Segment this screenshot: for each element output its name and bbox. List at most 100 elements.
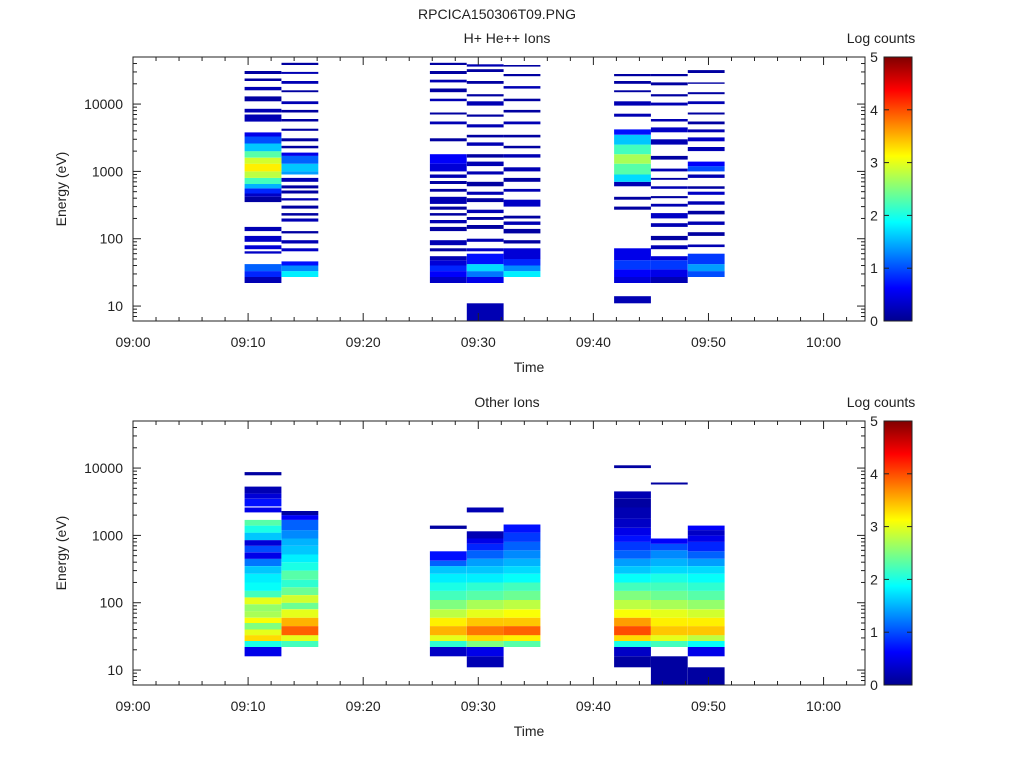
heatmap-cell [244,617,282,623]
heatmap-cell [687,609,725,618]
colorbar-label: Log counts [847,394,916,410]
heatmap-cell [650,609,688,618]
heatmap-cell [281,205,319,209]
heatmap-cell [466,171,504,175]
heatmap-cell [281,265,319,272]
heatmap-cell [429,617,467,627]
heatmap-cell [281,218,319,222]
y-tick-label: 10 [107,298,123,314]
heatmap-cell [614,541,651,551]
heatmap-cell [503,541,541,551]
heatmap-cell [687,82,725,84]
heatmap-cell [650,641,688,647]
heatmap-cell [687,573,725,583]
heatmap-cell [614,558,651,566]
heatmap-cell [429,181,467,184]
heatmap-cell [650,213,688,219]
heatmap-cell [244,472,282,476]
heatmap-cell [650,573,688,583]
heatmap-cell [281,190,319,194]
heatmap-cell [614,647,651,657]
heatmap-cell [503,65,541,67]
heatmap-cell [429,174,467,178]
heatmap-cell [244,540,282,546]
heatmap-cell [650,186,688,189]
heatmap-cell [650,196,688,199]
heatmap-cell [650,155,688,160]
heatmap-cell [687,635,725,641]
heatmap-cell [614,550,651,559]
heatmap-cell [687,626,725,636]
heatmap-cell [244,171,282,178]
heatmap-cell [281,81,319,84]
heatmap-cell [429,196,467,204]
heatmap-cell [281,609,319,618]
heatmap-cell [687,641,725,647]
heatmap-cell [281,231,319,234]
y-tick-label: 10 [107,662,123,678]
heatmap-cell [244,86,282,91]
heatmap-cell [466,271,504,277]
colorbar-label: Log counts [847,30,916,46]
heatmap-cell [281,163,319,172]
colorbar: 0 1 2 3 4 5 Log counts [847,30,916,329]
heatmap-cell [650,102,688,106]
heatmap-cell [650,127,688,133]
heatmap-cell [503,566,541,574]
heatmap-cell [687,186,725,189]
heatmap-cell [429,551,467,561]
plot-frame [132,420,866,686]
heatmap-cell [244,235,282,242]
heatmap-cell [466,142,504,146]
heatmap-cell [281,261,319,266]
heatmap-cell [429,112,467,115]
heatmap-cell [687,201,725,205]
heatmap-cell [614,590,651,600]
heatmap-cell [281,595,319,603]
y-tick-label: 10000 [84,460,123,476]
heatmap-cell [614,174,651,182]
x-tick-label: 09:00 [115,698,150,714]
x-tick-label: 09:30 [461,698,496,714]
heatmap-cell [614,609,651,618]
heatmap-cell [429,138,467,142]
heatmap-cell [244,114,282,122]
heatmap-cell [429,121,467,125]
heatmap-cell [466,656,504,668]
colorbar-tick-label: 3 [870,519,878,535]
heatmap-cell [614,163,651,175]
heatmap-cell [614,527,651,536]
heatmap-cell [281,271,319,277]
x-tick-label: 09:50 [691,698,726,714]
heatmap-cell [429,260,467,266]
heatmap-cell [466,543,504,551]
heatmap-cell [429,566,467,574]
heatmap-cell [429,635,467,641]
y-axis-label: Energy (eV) [53,152,69,227]
y-tick-label: 10000 [84,96,123,112]
heatmap-cell [650,635,688,641]
heatmap-cell [687,147,725,152]
heatmap-cell [503,74,541,77]
heatmap-cell [466,264,504,272]
heatmap-cell [687,232,725,236]
heatmap-cell [614,491,651,499]
heatmap-cell [466,609,504,618]
x-tick-label: 09:20 [346,334,381,350]
heatmap-cell [466,531,504,539]
heatmap-cell [503,134,541,138]
heatmap-cell [614,269,651,277]
heatmap-cell [614,113,651,117]
heatmap-cell [503,177,541,182]
heatmap-cell [650,599,688,610]
heatmap-cell [281,185,319,189]
heatmap-cell [429,71,467,74]
heatmap-cell [650,269,688,277]
heatmap-cell [687,112,725,115]
heatmap-cell [650,590,688,600]
heatmap-cell [687,667,725,685]
heatmap-cell [281,198,319,201]
heatmap-cell [614,90,651,93]
heatmap-cell [614,599,651,610]
